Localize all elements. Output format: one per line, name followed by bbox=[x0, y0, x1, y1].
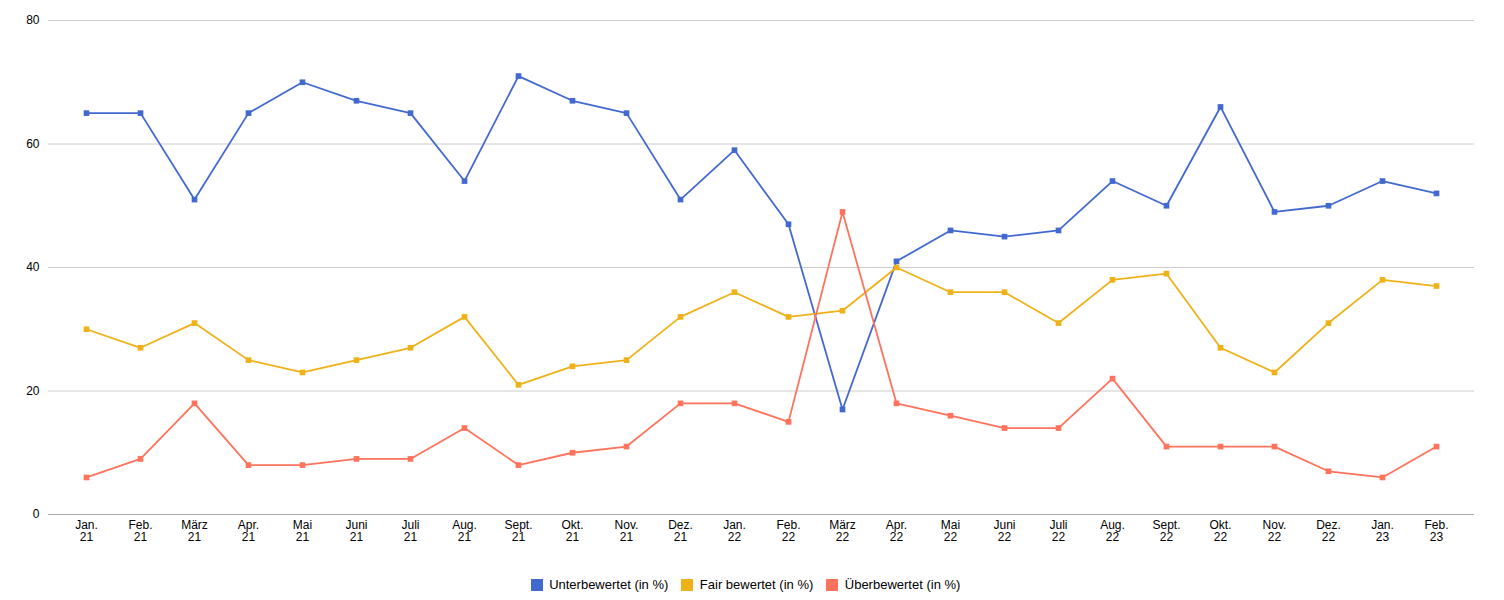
svg-text:Juni22: Juni22 bbox=[993, 518, 1015, 544]
html-text:Überbewertet (in %): Überbewertet (in %) bbox=[844, 577, 961, 592]
svg-text:Feb.21: Feb.21 bbox=[128, 518, 152, 544]
svg-text:März22: März22 bbox=[829, 518, 856, 544]
svg-text:80: 80 bbox=[26, 13, 40, 27]
svg-text:60: 60 bbox=[26, 137, 40, 151]
svg-text:Aug.21: Aug.21 bbox=[452, 518, 477, 544]
svg-text:Okt.21: Okt.21 bbox=[561, 518, 583, 544]
svg-text:Sept.21: Sept.21 bbox=[504, 518, 532, 544]
svg-text:März21: März21 bbox=[181, 518, 208, 544]
html-text:Fair bewertet (in %): Fair bewertet (in %) bbox=[699, 577, 814, 592]
svg-text:Okt.22: Okt.22 bbox=[1209, 518, 1231, 544]
svg-text:Nov.22: Nov.22 bbox=[1263, 518, 1287, 544]
html-text:Unterbewertet (in %): Unterbewertet (in %) bbox=[549, 577, 669, 592]
svg-text:Jan.22: Jan.22 bbox=[723, 518, 746, 544]
svg-text:Apr.22: Apr.22 bbox=[886, 518, 907, 544]
svg-text:Juli21: Juli21 bbox=[401, 518, 419, 544]
svg-text:Sept.22: Sept.22 bbox=[1152, 518, 1180, 544]
svg-text:Dez.21: Dez.21 bbox=[668, 518, 693, 544]
svg-text:Juni21: Juni21 bbox=[345, 518, 367, 544]
svg-text:Jan.23: Jan.23 bbox=[1371, 518, 1394, 544]
svg-text:0: 0 bbox=[33, 507, 40, 521]
svg-text:Feb.23: Feb.23 bbox=[1424, 518, 1448, 544]
svg-text:Feb.22: Feb.22 bbox=[776, 518, 800, 544]
svg-text:Aug.22: Aug.22 bbox=[1100, 518, 1125, 544]
svg-text:Dez.22: Dez.22 bbox=[1316, 518, 1341, 544]
svg-text:Nov.21: Nov.21 bbox=[615, 518, 639, 544]
svg-text:Jan.21: Jan.21 bbox=[75, 518, 98, 544]
svg-text:40: 40 bbox=[26, 260, 40, 274]
svg-text:Apr.21: Apr.21 bbox=[238, 518, 259, 544]
svg-text:Mai22: Mai22 bbox=[941, 518, 960, 544]
svg-text:Juli22: Juli22 bbox=[1049, 518, 1067, 544]
svg-text:20: 20 bbox=[26, 384, 40, 398]
svg-text:Mai21: Mai21 bbox=[293, 518, 312, 544]
